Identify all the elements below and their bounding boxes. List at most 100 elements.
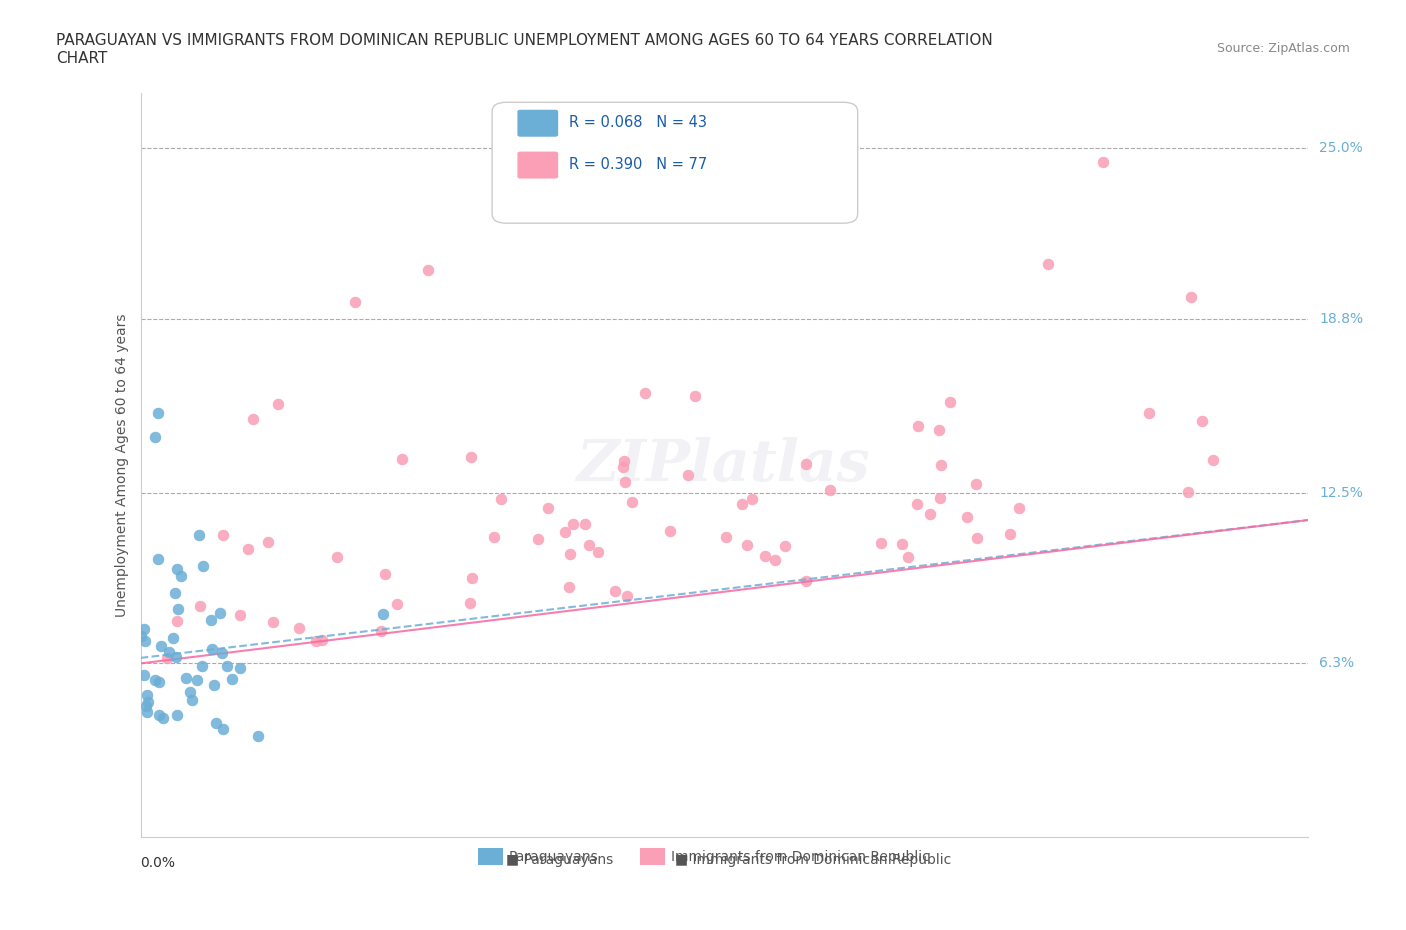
Point [170, 568, 193, 583]
Point [152, 711, 174, 725]
Point [928, 422, 950, 437]
Text: 0.0%: 0.0% [141, 856, 176, 870]
Point [221, 672, 243, 687]
Point [416, 262, 439, 277]
Point [132, 621, 155, 636]
Point [135, 705, 157, 720]
Point [668, 113, 690, 128]
Point [938, 394, 960, 409]
Bar [640, 848, 665, 865]
Point [148, 406, 170, 421]
Point [621, 495, 644, 510]
Point [132, 668, 155, 683]
Point [305, 633, 328, 648]
Point [676, 468, 699, 483]
Point [179, 684, 201, 699]
Point [287, 620, 309, 635]
Point [135, 688, 157, 703]
Point [461, 571, 484, 586]
Point [1000, 526, 1022, 541]
Point [242, 412, 264, 427]
Point [714, 529, 737, 544]
Point [612, 459, 634, 474]
Point [204, 716, 226, 731]
Text: PARAGUAYAN VS IMMIGRANTS FROM DOMINICAN REPUBLIC UNEMPLOYMENT AMONG AGES 60 TO 6: PARAGUAYAN VS IMMIGRANTS FROM DOMINICAN … [56, 33, 993, 47]
Text: 12.5%: 12.5% [1319, 485, 1364, 499]
Point [1092, 154, 1115, 169]
Text: ■ Immigrants from Dominican Republic: ■ Immigrants from Dominican Republic [675, 853, 950, 868]
Point [731, 496, 754, 511]
Point [143, 430, 166, 445]
Text: R = 0.390   N = 77: R = 0.390 N = 77 [569, 157, 707, 172]
Point [1202, 453, 1225, 468]
Point [458, 595, 481, 610]
Point [200, 613, 222, 628]
Point [773, 538, 796, 553]
Point [326, 550, 349, 565]
Text: ZIPlatlas: ZIPlatlas [578, 437, 870, 493]
Point [489, 491, 512, 506]
Point [1036, 256, 1059, 271]
Point [794, 573, 817, 588]
Point [374, 567, 396, 582]
Point [174, 671, 197, 685]
Text: R = 0.068   N = 43: R = 0.068 N = 43 [569, 115, 707, 130]
Point [763, 552, 786, 567]
Point [136, 695, 159, 710]
Point [212, 527, 235, 542]
Text: 18.8%: 18.8% [1319, 312, 1364, 326]
Point [211, 645, 233, 660]
Point [907, 418, 929, 433]
Point [794, 457, 817, 472]
Point [311, 632, 333, 647]
Point [918, 507, 941, 522]
Point [212, 722, 235, 737]
Point [683, 389, 706, 404]
Point [143, 672, 166, 687]
Point [186, 672, 208, 687]
Point [149, 638, 172, 653]
Point [165, 586, 187, 601]
Point [891, 536, 914, 551]
Point [167, 602, 190, 617]
Point [905, 497, 928, 512]
Text: 6.3%: 6.3% [1319, 657, 1354, 671]
Text: Paraguayans: Paraguayans [509, 849, 599, 864]
Point [385, 596, 408, 611]
Point [578, 538, 600, 552]
Point [148, 675, 170, 690]
Point [193, 559, 215, 574]
Point [217, 659, 239, 674]
Point [146, 551, 169, 566]
Point [373, 606, 395, 621]
Point [735, 538, 758, 552]
Point [561, 517, 583, 532]
Bar [478, 848, 503, 865]
Point [209, 605, 232, 620]
Point [554, 525, 576, 539]
Point [267, 396, 290, 411]
Text: CHART: CHART [56, 51, 108, 66]
Point [633, 385, 655, 400]
Point [166, 708, 188, 723]
Point [370, 624, 392, 639]
Point [613, 454, 636, 469]
Point [460, 449, 482, 464]
Point [204, 678, 226, 693]
Y-axis label: Unemployment Among Ages 60 to 64 years: Unemployment Among Ages 60 to 64 years [115, 313, 129, 617]
Point [929, 458, 952, 472]
Point [965, 476, 987, 491]
Text: Immigrants from Dominican Republic: Immigrants from Dominican Republic [671, 849, 929, 864]
Point [188, 599, 211, 614]
Point [754, 549, 776, 564]
Point [613, 474, 636, 489]
Point [659, 524, 682, 538]
Point [157, 644, 180, 659]
Point [586, 544, 609, 559]
Point [201, 642, 224, 657]
Point [135, 698, 157, 713]
Point [156, 651, 179, 666]
Point [1177, 485, 1199, 499]
Point [537, 500, 560, 515]
Point [229, 607, 252, 622]
